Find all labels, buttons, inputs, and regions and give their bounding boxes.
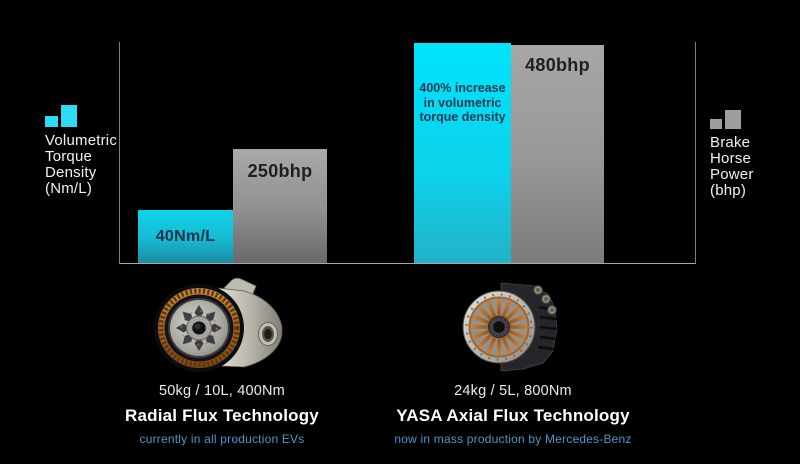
bar-torque-density-axial: 400% increase in volumetric torque densi…: [414, 43, 511, 263]
icon-small-bar: [45, 116, 58, 127]
brake-horse-power-bars-icon: [710, 106, 754, 129]
torque-density-bars-icon: [45, 104, 117, 127]
legend-right-line: Power: [710, 166, 754, 183]
radial-flux-spec: 50kg / 10L, 400Nm: [159, 383, 285, 399]
bar-bhp-radial: 250bhp: [233, 149, 327, 263]
radial-flux-title: Radial Flux Technology: [125, 406, 319, 425]
radial-flux-motor-image: [152, 276, 290, 377]
axial-flux-title: YASA Axial Flux Technology: [396, 406, 630, 425]
axial-flux-note: now in mass production by Mercedes-Benz: [394, 432, 632, 446]
annotation-line: 400% increase: [419, 81, 506, 95]
axial-flux-spec: 24kg / 5L, 800Nm: [454, 383, 572, 399]
legend-left-line: (Nm/L): [45, 180, 93, 197]
axial-flux-caption: 24kg / 5L, 800Nm YASA Axial Flux Technol…: [388, 384, 638, 446]
terminal-bolts: [533, 285, 557, 315]
annotation-line: in volumetric: [423, 95, 502, 110]
icon-small-bar: [710, 119, 722, 129]
bar-label-40nml: 40Nm/L: [155, 227, 216, 245]
bar-label-250bhp: 250bhp: [247, 161, 313, 181]
legend-left-label: Volumetric Torque Density (Nm/L): [45, 133, 117, 197]
icon-large-bar: [61, 105, 77, 127]
bar-bhp-axial: 480bhp: [511, 45, 604, 263]
icon-large-bar: [725, 110, 741, 129]
bar-torque-density-radial: 40Nm/L: [138, 210, 233, 263]
annotation-line: torque density: [419, 110, 506, 124]
legend-left-line: Torque: [45, 148, 93, 165]
legend-brake-horse-power: Brake Horse Power (bhp): [710, 106, 754, 199]
annotation-400-percent-increase: 400% increase in volumetric torque densi…: [414, 81, 511, 125]
legend-volumetric-torque-density: Volumetric Torque Density (Nm/L): [45, 104, 117, 197]
radial-flux-caption: 50kg / 10L, 400Nm Radial Flux Technology…: [97, 384, 347, 446]
yasa-axial-flux-motor-image: [461, 277, 559, 375]
legend-right-label: Brake Horse Power (bhp): [710, 135, 754, 199]
bar-label-480bhp: 480bhp: [525, 55, 590, 75]
bar-chart-plot-area: 40Nm/L 250bhp 400% increase in volumetri…: [119, 42, 696, 264]
legend-right-line: Brake: [710, 134, 751, 151]
radial-flux-note: currently in all production EVs: [139, 432, 305, 446]
legend-left-line: Volumetric: [45, 132, 118, 149]
legend-left-line: Density: [45, 164, 97, 181]
legend-right-line: (bhp): [710, 182, 747, 199]
legend-right-line: Horse: [710, 150, 752, 167]
